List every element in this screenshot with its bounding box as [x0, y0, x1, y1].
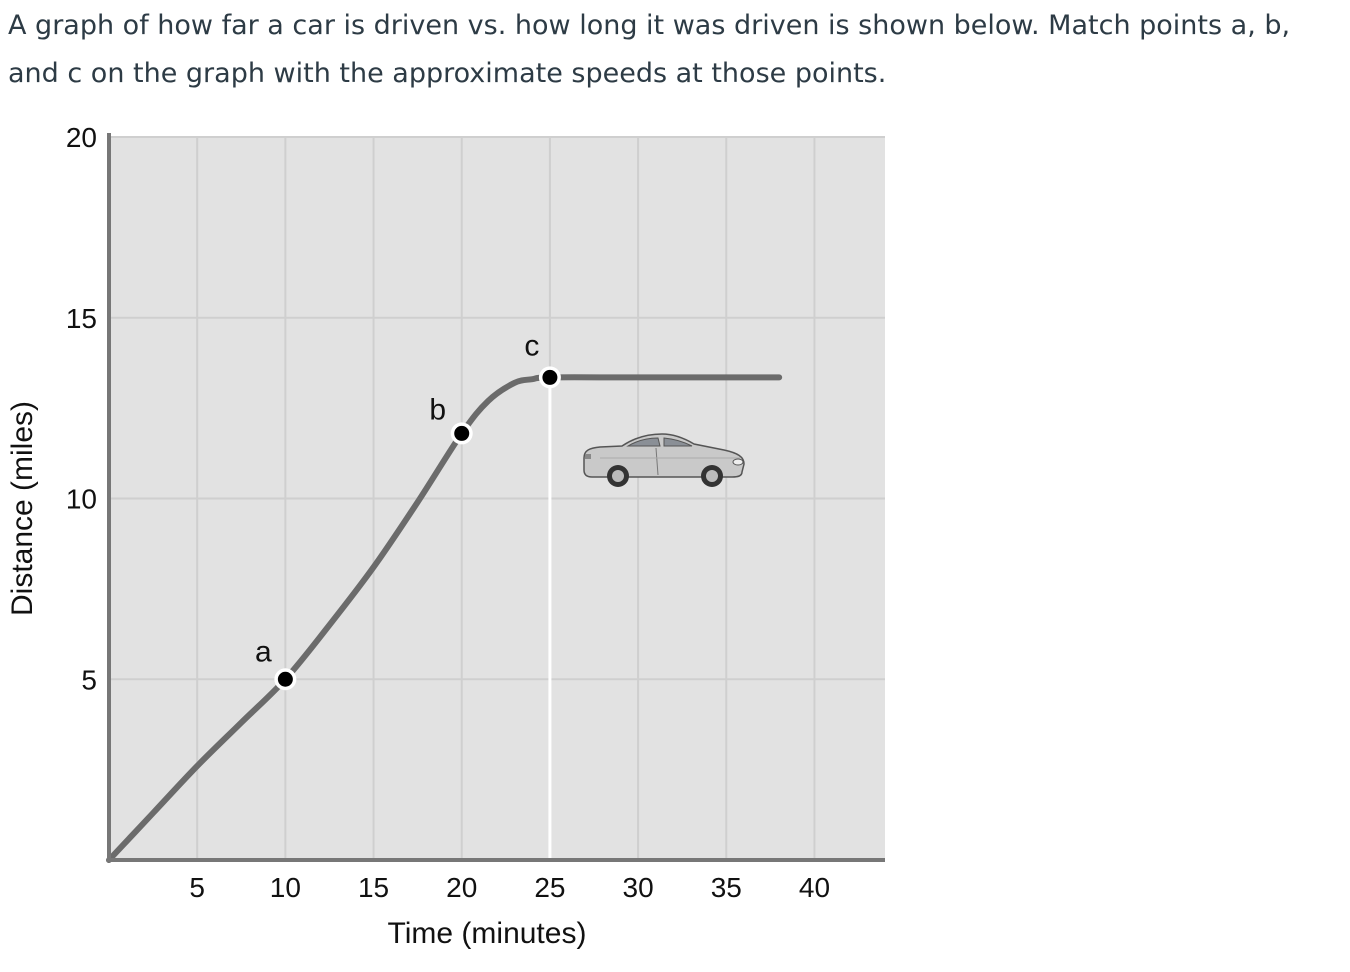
point-b: [454, 425, 470, 441]
x-axis-title: Time (minutes): [388, 917, 587, 950]
x-tick-label: 10: [270, 872, 301, 903]
x-tick-label: 20: [446, 872, 477, 903]
y-tick-label: 15: [66, 303, 97, 334]
point-label-a: a: [255, 635, 272, 668]
point-label-c: c: [524, 329, 539, 362]
x-tick-label: 40: [799, 872, 830, 903]
y-tick-label: 20: [66, 122, 97, 153]
data-points: a b c: [255, 329, 561, 691]
x-tick-label: 30: [623, 872, 654, 903]
x-tick-label: 15: [358, 872, 389, 903]
question-text: A graph of how far a car is driven vs. h…: [8, 10, 1291, 89]
distance-time-chart: a b c 5 10 15 20 25 30 35 40 5 10 15 20 Time (minute…: [6, 122, 885, 950]
x-tick-labels: 5 10 15 20 25 30 35 40: [189, 872, 830, 903]
point-label-b: b: [429, 393, 446, 426]
y-tick-label: 10: [66, 484, 97, 515]
point-a: [277, 671, 293, 687]
x-tick-label: 35: [711, 872, 742, 903]
x-tick-label: 5: [189, 872, 205, 903]
y-tick-label: 5: [81, 664, 97, 695]
point-c: [542, 369, 558, 385]
x-tick-label: 25: [534, 872, 565, 903]
grid-lines: [109, 136, 885, 860]
car-icon: [583, 433, 745, 487]
y-tick-labels: 5 10 15 20: [66, 122, 97, 695]
y-axis-title: Distance (miles): [6, 401, 39, 616]
